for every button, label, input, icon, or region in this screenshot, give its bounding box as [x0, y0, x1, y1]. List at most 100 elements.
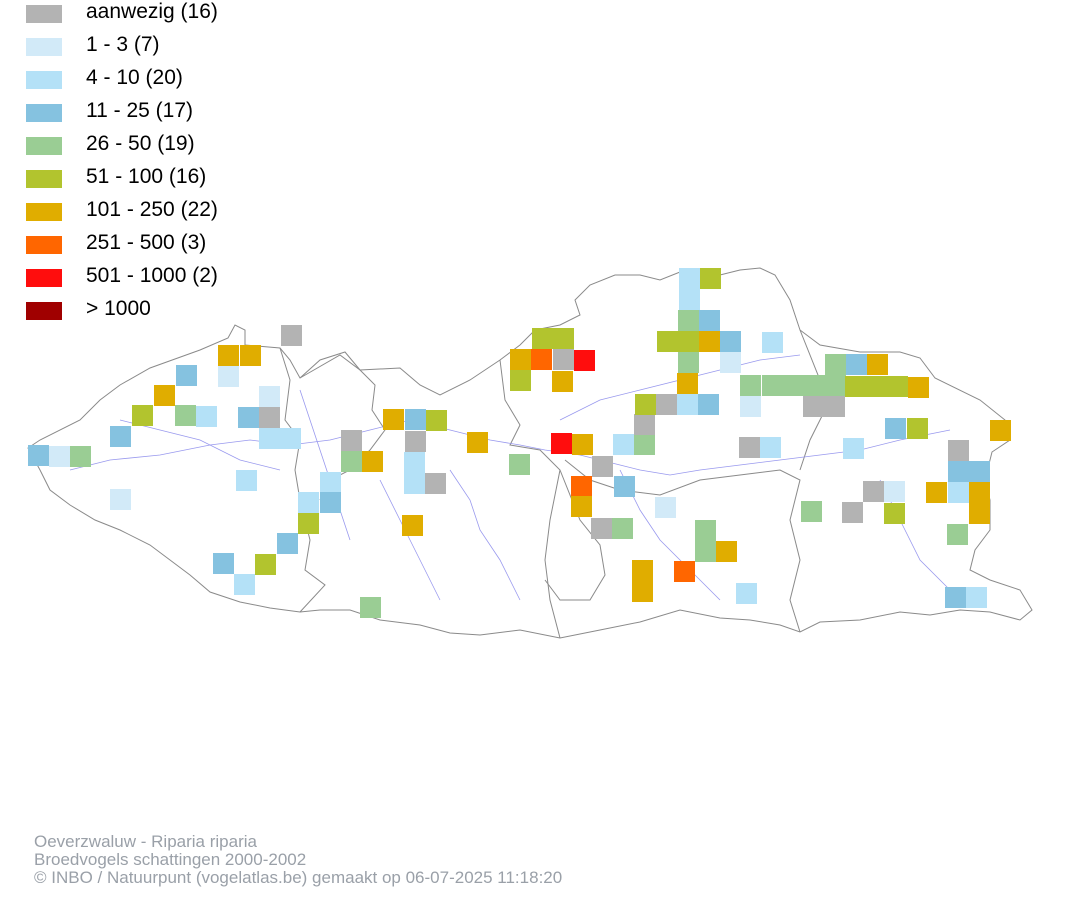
grid-cell [320, 472, 341, 493]
legend-item: > 1000 [24, 297, 324, 321]
grid-cell [635, 394, 656, 415]
legend-label: 51 - 100 (16) [86, 165, 207, 188]
grid-cell [969, 482, 990, 503]
grid-cell [196, 406, 217, 427]
grid-cell [679, 289, 700, 310]
grid-cell [362, 451, 383, 472]
grid-cell [632, 560, 653, 581]
grid-cell [926, 482, 947, 503]
legend-swatch [26, 269, 62, 287]
grid-cell [218, 366, 239, 387]
grid-cell [945, 587, 966, 608]
grid-cell [154, 385, 175, 406]
legend-label: 251 - 500 (3) [86, 231, 207, 254]
grid-cell [259, 407, 280, 428]
grid-cell [553, 349, 574, 370]
legend-label: > 1000 [86, 297, 151, 320]
grid-cell [678, 310, 699, 331]
grid-cell [218, 345, 239, 366]
grid-cell [405, 409, 426, 430]
species-name: Oeverzwaluw - Riparia riparia [34, 832, 257, 851]
grid-cell [699, 310, 720, 331]
grid-cell [783, 375, 804, 396]
grid-cell [572, 434, 593, 455]
grid-cell [341, 451, 362, 472]
grid-cell [571, 476, 592, 497]
credits: Oeverzwaluw - Riparia riparia Broedvogel… [34, 833, 562, 887]
grid-cell [320, 492, 341, 513]
grid-cell [842, 502, 863, 523]
grid-cell [110, 489, 131, 510]
grid-cell [531, 349, 552, 370]
grid-cell [28, 445, 49, 466]
grid-cell [824, 396, 845, 417]
grid-cell [402, 515, 423, 536]
grid-cell [571, 496, 592, 517]
legend-swatch [26, 137, 62, 155]
grid-cell [762, 332, 783, 353]
legend-swatch [26, 170, 62, 188]
grid-cell [467, 432, 488, 453]
legend-swatch [26, 38, 62, 56]
grid-cells [28, 268, 1011, 618]
legend-label: 101 - 250 (22) [86, 198, 218, 221]
grid-cell [259, 428, 280, 449]
legend-label: 1 - 3 (7) [86, 33, 160, 56]
grid-cell [298, 492, 319, 513]
grid-cell [843, 438, 864, 459]
grid-cell [678, 331, 699, 352]
legend-item: 4 - 10 (20) [24, 66, 324, 90]
legend-label: 501 - 1000 (2) [86, 264, 218, 287]
legend-item: 11 - 25 (17) [24, 99, 324, 123]
grid-cell [736, 583, 757, 604]
grid-cell [281, 325, 302, 346]
grid-cell [110, 426, 131, 447]
grid-cell [240, 345, 261, 366]
grid-cell [238, 407, 259, 428]
grid-cell [510, 370, 531, 391]
grid-cell [553, 328, 574, 349]
grid-cell [887, 376, 908, 397]
legend-label: 26 - 50 (19) [86, 132, 195, 155]
grid-cell [405, 431, 426, 452]
legend-item: 51 - 100 (16) [24, 165, 324, 189]
grid-cell [948, 482, 969, 503]
dataset-name: Broedvogels schattingen 2000-2002 [34, 850, 307, 869]
grid-cell [677, 373, 698, 394]
grid-cell [634, 434, 655, 455]
grid-cell [990, 420, 1011, 441]
grid-cell [884, 503, 905, 524]
grid-cell [634, 414, 655, 435]
grid-cell [679, 268, 700, 289]
grid-cell [213, 553, 234, 574]
grid-cell [298, 513, 319, 534]
grid-cell [132, 405, 153, 426]
grid-cell [259, 386, 280, 407]
grid-cell [720, 352, 741, 373]
grid-cell [720, 331, 741, 352]
legend-swatch [26, 236, 62, 254]
grid-cell [716, 541, 737, 562]
grid-cell [404, 452, 425, 473]
legend-item: 251 - 500 (3) [24, 231, 324, 255]
legend-label: 4 - 10 (20) [86, 66, 183, 89]
grid-cell [175, 405, 196, 426]
grid-cell [509, 454, 530, 475]
grid-cell [404, 473, 425, 494]
legend-swatch [26, 203, 62, 221]
grid-cell [532, 328, 553, 349]
grid-cell [510, 349, 531, 370]
grid-cell [236, 470, 257, 491]
grid-cell [908, 377, 929, 398]
grid-cell [885, 418, 906, 439]
legend-swatch [26, 104, 62, 122]
grid-cell [739, 437, 760, 458]
grid-cell [804, 375, 825, 396]
grid-cell [341, 430, 362, 451]
legend-label: 11 - 25 (17) [86, 99, 193, 122]
grid-cell [176, 365, 197, 386]
grid-cell [762, 375, 783, 396]
legend-swatch [26, 5, 62, 23]
grid-cell [383, 409, 404, 430]
